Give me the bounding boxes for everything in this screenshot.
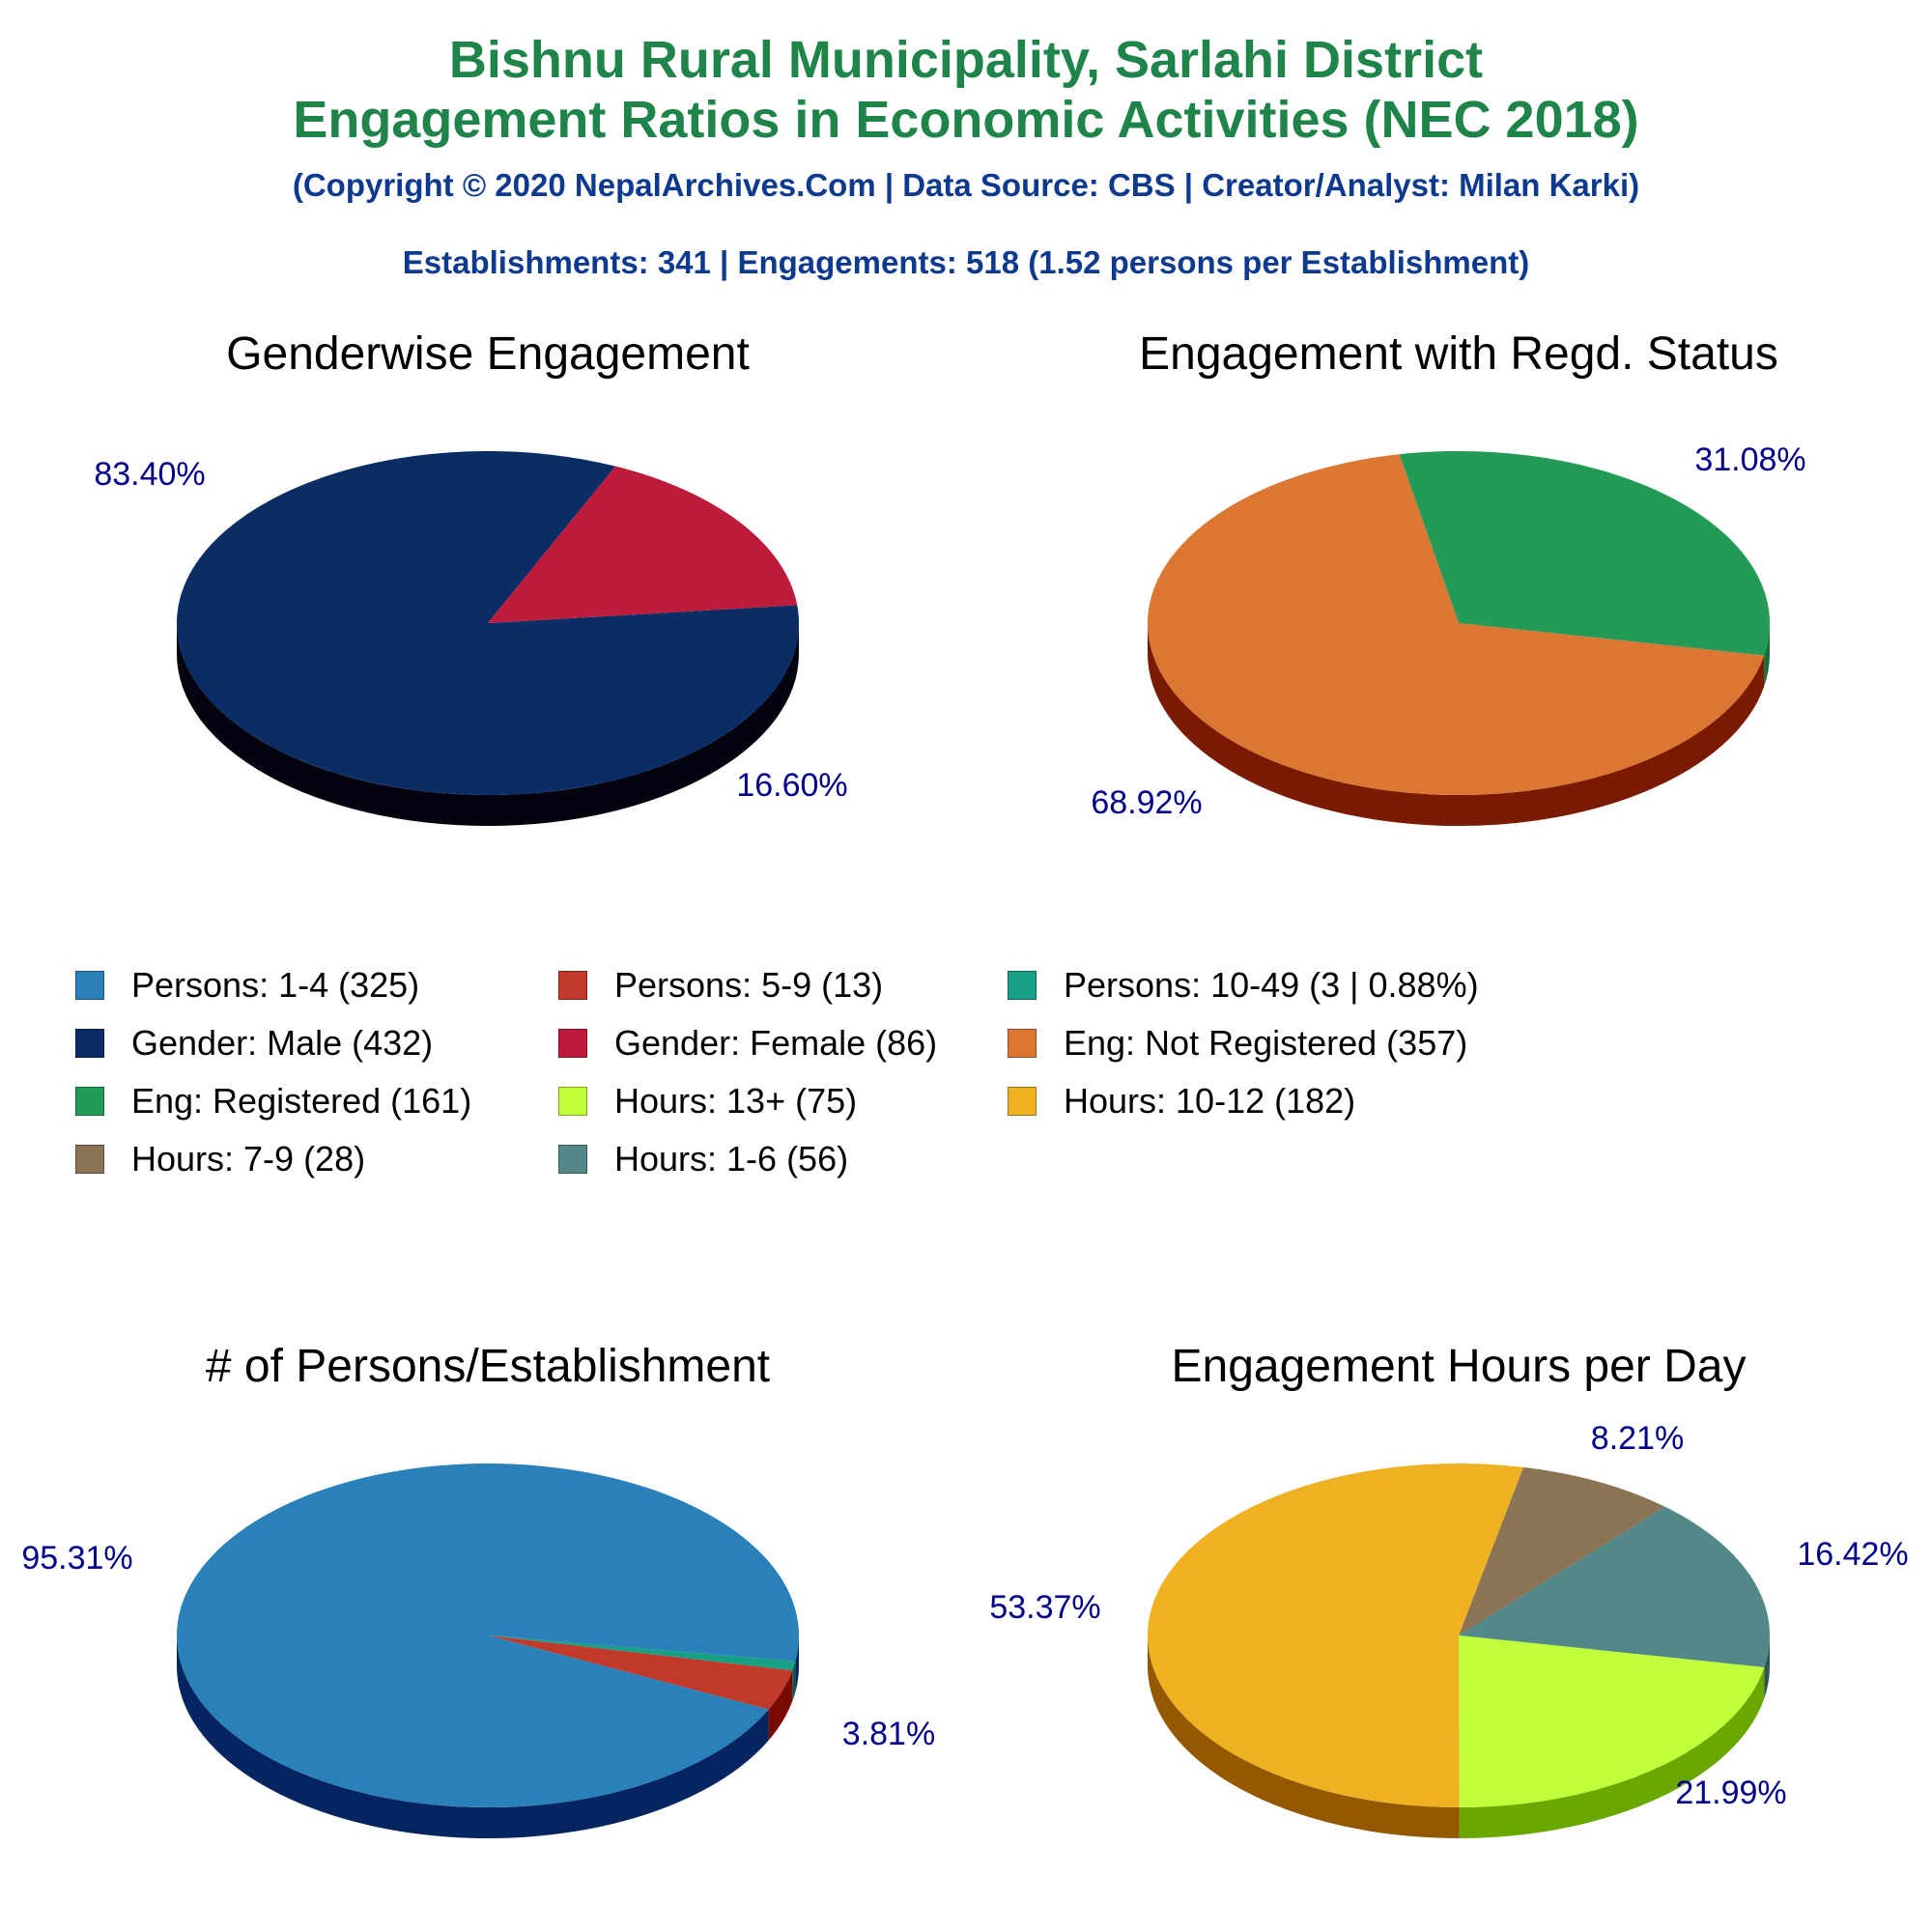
slice-side-persons-1-4: [177, 1635, 769, 1838]
chart-title: Engagement Hours per Day: [1172, 1341, 1747, 1392]
slice-gender-male: [176, 451, 799, 795]
legend-label: Hours: 13+ (75): [614, 1081, 858, 1121]
slice-eng-registered: [1399, 450, 1771, 656]
slice-side-persons-5-9: [768, 1670, 793, 1741]
pie-chart-of-persons-establishment: # of Persons/Establishment 3.81% 95.31%: [21, 1341, 935, 1838]
legend-label: Persons: 1-4 (325): [131, 965, 420, 1005]
copyright-line: (Copyright © 2020 NepalArchives.Com | Da…: [292, 167, 1640, 203]
legend-swatch: [1008, 1029, 1037, 1058]
legend-label: Gender: Male (432): [131, 1023, 434, 1063]
slice-hours-13: [1459, 1635, 1765, 1807]
slice-persons-1-4: [177, 1463, 800, 1807]
legend-item: Hours: 13+ (75): [558, 1082, 857, 1121]
summary-line: Establishments: 341 | Engagements: 518 (…: [402, 244, 1530, 280]
slice-hours-7-9: [1459, 1466, 1665, 1635]
legend-item: Persons: 5-9 (13): [558, 966, 883, 1005]
legend-swatch: [75, 1087, 104, 1116]
slice-side-hours-13: [1459, 1666, 1765, 1838]
legend-item: Hours: 7-9 (28): [75, 1140, 365, 1179]
legend-swatch: [1008, 971, 1037, 1000]
legend-swatch: [558, 971, 587, 1000]
legend-item: Hours: 1-6 (56): [558, 1140, 848, 1179]
legend-swatch: [1008, 1087, 1037, 1116]
legend-label: Hours: 10-12 (182): [1064, 1081, 1356, 1121]
legend-label: Eng: Not Registered (357): [1064, 1023, 1468, 1063]
pct-label: 95.31%: [21, 1540, 132, 1577]
legend-label: Persons: 10-49 (3 | 0.88%): [1064, 965, 1479, 1005]
legend-label: Persons: 5-9 (13): [614, 965, 884, 1005]
slice-hours-1-6: [1459, 1506, 1771, 1667]
legend-item: Gender: Female (86): [558, 1024, 937, 1063]
pct-label: 8.21%: [1591, 1420, 1684, 1457]
pct-label: 83.40%: [94, 456, 205, 493]
legend-swatch: [558, 1029, 587, 1058]
legend-swatch: [558, 1087, 587, 1116]
pct-label: 53.37%: [989, 1589, 1100, 1626]
main-title-line1: Bishnu Rural Municipality, Sarlahi Distr…: [448, 31, 1484, 89]
slice-persons-10-49: [488, 1635, 796, 1671]
pie-chart-engagement-with-regd-status: Engagement with Regd. Status 31.08% 68.92%: [1091, 328, 1806, 827]
legend-item: Persons: 10-49 (3 | 0.88%): [1008, 966, 1479, 1005]
slice-gender-female: [488, 466, 798, 623]
slice-side-eng-not-registered: [1148, 623, 1765, 827]
legend-item: Hours: 10-12 (182): [1008, 1082, 1355, 1121]
legend-item: Eng: Not Registered (357): [1008, 1024, 1467, 1063]
legend-swatch: [75, 1145, 104, 1174]
slice-side-eng-registered: [1764, 623, 1770, 687]
chart-title: Genderwise Engagement: [226, 328, 750, 380]
legend-label: Hours: 7-9 (28): [131, 1139, 366, 1179]
slice-side-gender-male: [177, 623, 799, 826]
legend-label: Hours: 1-6 (56): [614, 1139, 849, 1179]
slice-eng-not-registered: [1148, 454, 1765, 795]
legend-label: Eng: Registered (161): [131, 1081, 472, 1121]
pct-label: 31.08%: [1694, 441, 1805, 478]
chart-title: # of Persons/Establishment: [206, 1341, 770, 1392]
legend-swatch: [558, 1145, 587, 1174]
pct-label: 68.92%: [1091, 784, 1202, 821]
pct-label: 3.81%: [842, 1716, 935, 1752]
legend-item: Eng: Registered (161): [75, 1082, 471, 1121]
legend-swatch: [75, 971, 104, 1000]
pct-label: 21.99%: [1675, 1775, 1786, 1811]
pie-chart-engagement-hours-per-day: Engagement Hours per Day 8.21% 16.42% 21.99…: [989, 1341, 1909, 1838]
slice-side-hours-1-6: [1764, 1635, 1770, 1698]
slice-persons-5-9: [488, 1635, 793, 1710]
main-title-line2: Engagement Ratios in Economic Activities…: [293, 91, 1639, 149]
slice-side-persons-10-49: [792, 1661, 796, 1702]
legend-swatch: [75, 1029, 104, 1058]
legend-label: Gender: Female (86): [614, 1023, 938, 1063]
pct-label: 16.60%: [736, 767, 847, 804]
chart-title: Engagement with Regd. Status: [1139, 328, 1778, 380]
slice-hours-10-12: [1148, 1463, 1523, 1807]
slice-side-hours-10-12: [1148, 1635, 1460, 1838]
legend-item: Persons: 1-4 (325): [75, 966, 419, 1005]
pct-label: 16.42%: [1797, 1536, 1908, 1573]
pie-chart-genderwise-engagement: Genderwise Engagement 83.40% 16.60%: [94, 328, 848, 826]
slice-side-persons-1-4: [795, 1635, 800, 1692]
legend-item: Gender: Male (432): [75, 1024, 433, 1063]
